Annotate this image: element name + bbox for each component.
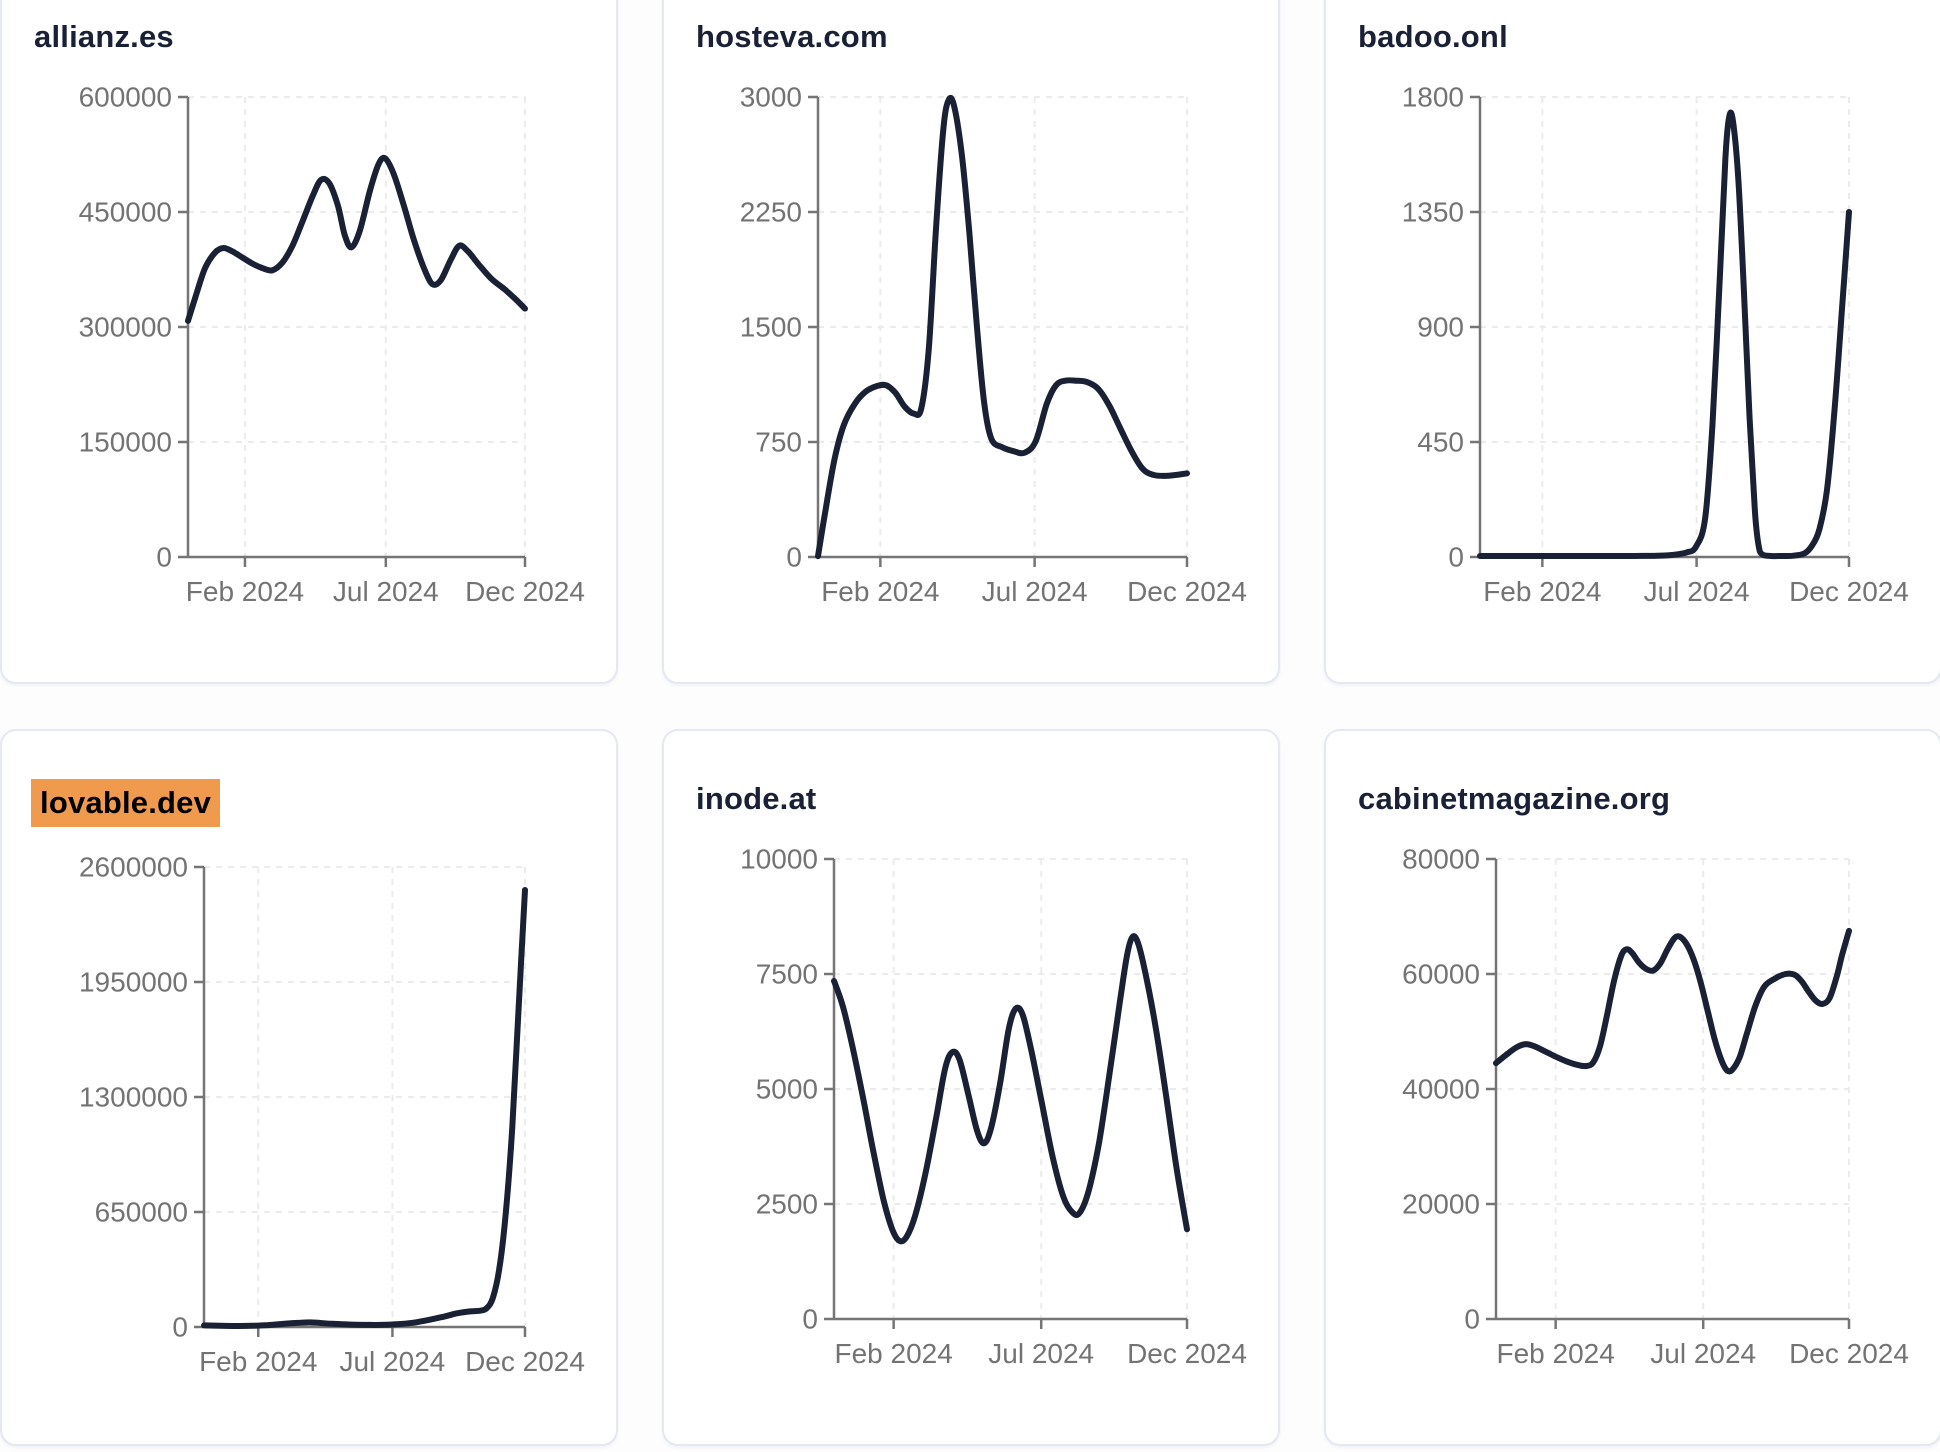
chart-card-badoo-onl[interactable]: badoo.onl 0 450 900 1350 1800 Feb 2024 Jul 202…: [1324, 0, 1940, 684]
x-tick-label: Feb 2024: [199, 1346, 317, 1377]
y-tick-label: 0: [1448, 542, 1464, 573]
y-tick-label: 900: [1417, 312, 1464, 343]
traffic-line-chart: 0 150000 300000 450000 600000 Feb 2024 Jul 202…: [79, 82, 585, 608]
x-tick-label: Dec 2024: [1127, 576, 1247, 607]
y-tick-label: 20000: [1402, 1189, 1480, 1220]
card-title: hosteva.com: [696, 17, 1246, 57]
y-tick-label: 60000: [1402, 959, 1480, 990]
traffic-line-chart: 0 20000 40000 60000 80000 Feb 2024 Jul 2024 Dec…: [1402, 844, 1909, 1370]
x-tick-label: Feb 2024: [834, 1338, 952, 1369]
series-line: [1493, 927, 1852, 1075]
y-tick-label: 2500: [756, 1189, 818, 1220]
y-tick-label: 2250: [740, 197, 802, 228]
traffic-line-chart: 0 450 900 1350 1800 Feb 2024 Jul 2024 Dec 2024: [1402, 82, 1909, 608]
y-tick-label: 150000: [79, 427, 172, 458]
x-tick-label: Dec 2024: [1789, 1338, 1909, 1369]
x-tick-label: Dec 2024: [465, 576, 585, 607]
y-tick-label: 300000: [79, 312, 172, 343]
chart-card-inode-at[interactable]: inode.at 0 2500 5000 7500 10000 Feb 2024 Jul 2…: [662, 729, 1280, 1446]
chart-card-allianz-es[interactable]: allianz.es 0 150000 300000 450000 600000 Feb …: [0, 0, 618, 684]
card-title: badoo.onl: [1358, 17, 1908, 57]
y-tick-label: 1950000: [79, 967, 188, 998]
series-line: [201, 887, 528, 1329]
x-tick-label: Dec 2024: [1789, 576, 1909, 607]
x-tick-label: Jul 2024: [982, 576, 1088, 607]
y-tick-label: 5000: [756, 1074, 818, 1105]
y-tick-label: 0: [156, 542, 172, 573]
x-tick-label: Jul 2024: [1644, 576, 1750, 607]
x-tick-label: Feb 2024: [186, 576, 304, 607]
x-tick-label: Feb 2024: [1496, 1338, 1614, 1369]
domain-name: allianz.es: [34, 19, 174, 54]
x-tick-label: Dec 2024: [1127, 1338, 1247, 1369]
card-title: inode.at: [696, 779, 1246, 819]
x-tick-label: Jul 2024: [988, 1338, 1094, 1369]
traffic-line-chart: 0 750 1500 2250 3000 Feb 2024 Jul 2024 Dec 2024: [740, 82, 1247, 608]
card-title: lovable.dev: [31, 779, 584, 827]
y-tick-label: 40000: [1402, 1074, 1480, 1105]
y-tick-label: 1350: [1402, 197, 1464, 228]
y-tick-label: 7500: [756, 959, 818, 990]
y-tick-label: 450000: [79, 197, 172, 228]
chart-card-hosteva-com[interactable]: hosteva.com 0 750 1500 2250 3000 Feb 2024 Jul …: [662, 0, 1280, 684]
y-tick-label: 0: [172, 1312, 188, 1343]
series-line: [1477, 109, 1852, 560]
card-title: allianz.es: [34, 17, 584, 57]
domain-name: cabinetmagazine.org: [1358, 781, 1671, 816]
card-title: cabinetmagazine.org: [1358, 779, 1908, 819]
y-tick-label: 80000: [1402, 844, 1480, 875]
traffic-line-chart: 0 650000 1300000 1950000 2600000 Feb 2024 Jul …: [79, 852, 585, 1378]
x-tick-label: Feb 2024: [1483, 576, 1601, 607]
y-tick-label: 0: [802, 1304, 818, 1335]
domain-name-highlighted: lovable.dev: [31, 779, 221, 827]
y-tick-label: 450: [1417, 427, 1464, 458]
y-tick-label: 10000: [740, 844, 818, 875]
chart-card-cabinetmagazine-org[interactable]: cabinetmagazine.org 0 20000 40000 60000 8000…: [1324, 729, 1940, 1446]
chart-card-lovable-dev[interactable]: lovable.dev 0 650000 1300000 1950000 2600000…: [0, 729, 618, 1446]
y-tick-label: 650000: [95, 1197, 188, 1228]
y-tick-label: 1300000: [79, 1082, 188, 1113]
series-line: [831, 933, 1190, 1245]
y-tick-label: 2600000: [79, 852, 188, 883]
x-tick-label: Dec 2024: [465, 1346, 585, 1377]
x-tick-label: Feb 2024: [821, 576, 939, 607]
domain-name: hosteva.com: [696, 19, 888, 54]
y-tick-label: 0: [786, 542, 802, 573]
x-tick-label: Jul 2024: [1650, 1338, 1756, 1369]
x-tick-label: Jul 2024: [339, 1346, 445, 1377]
y-tick-label: 1500: [740, 312, 802, 343]
y-tick-label: 3000: [740, 82, 802, 113]
y-tick-label: 0: [1464, 1304, 1480, 1335]
series-line: [815, 94, 1190, 560]
traffic-line-chart: 0 2500 5000 7500 10000 Feb 2024 Jul 2024 Dec 20…: [740, 844, 1247, 1370]
domain-name: badoo.onl: [1358, 19, 1508, 54]
domain-name: inode.at: [696, 781, 817, 816]
y-tick-label: 600000: [79, 82, 172, 113]
series-line: [185, 154, 528, 324]
x-tick-label: Jul 2024: [333, 576, 439, 607]
y-tick-label: 1800: [1402, 82, 1464, 113]
y-tick-label: 750: [755, 427, 802, 458]
